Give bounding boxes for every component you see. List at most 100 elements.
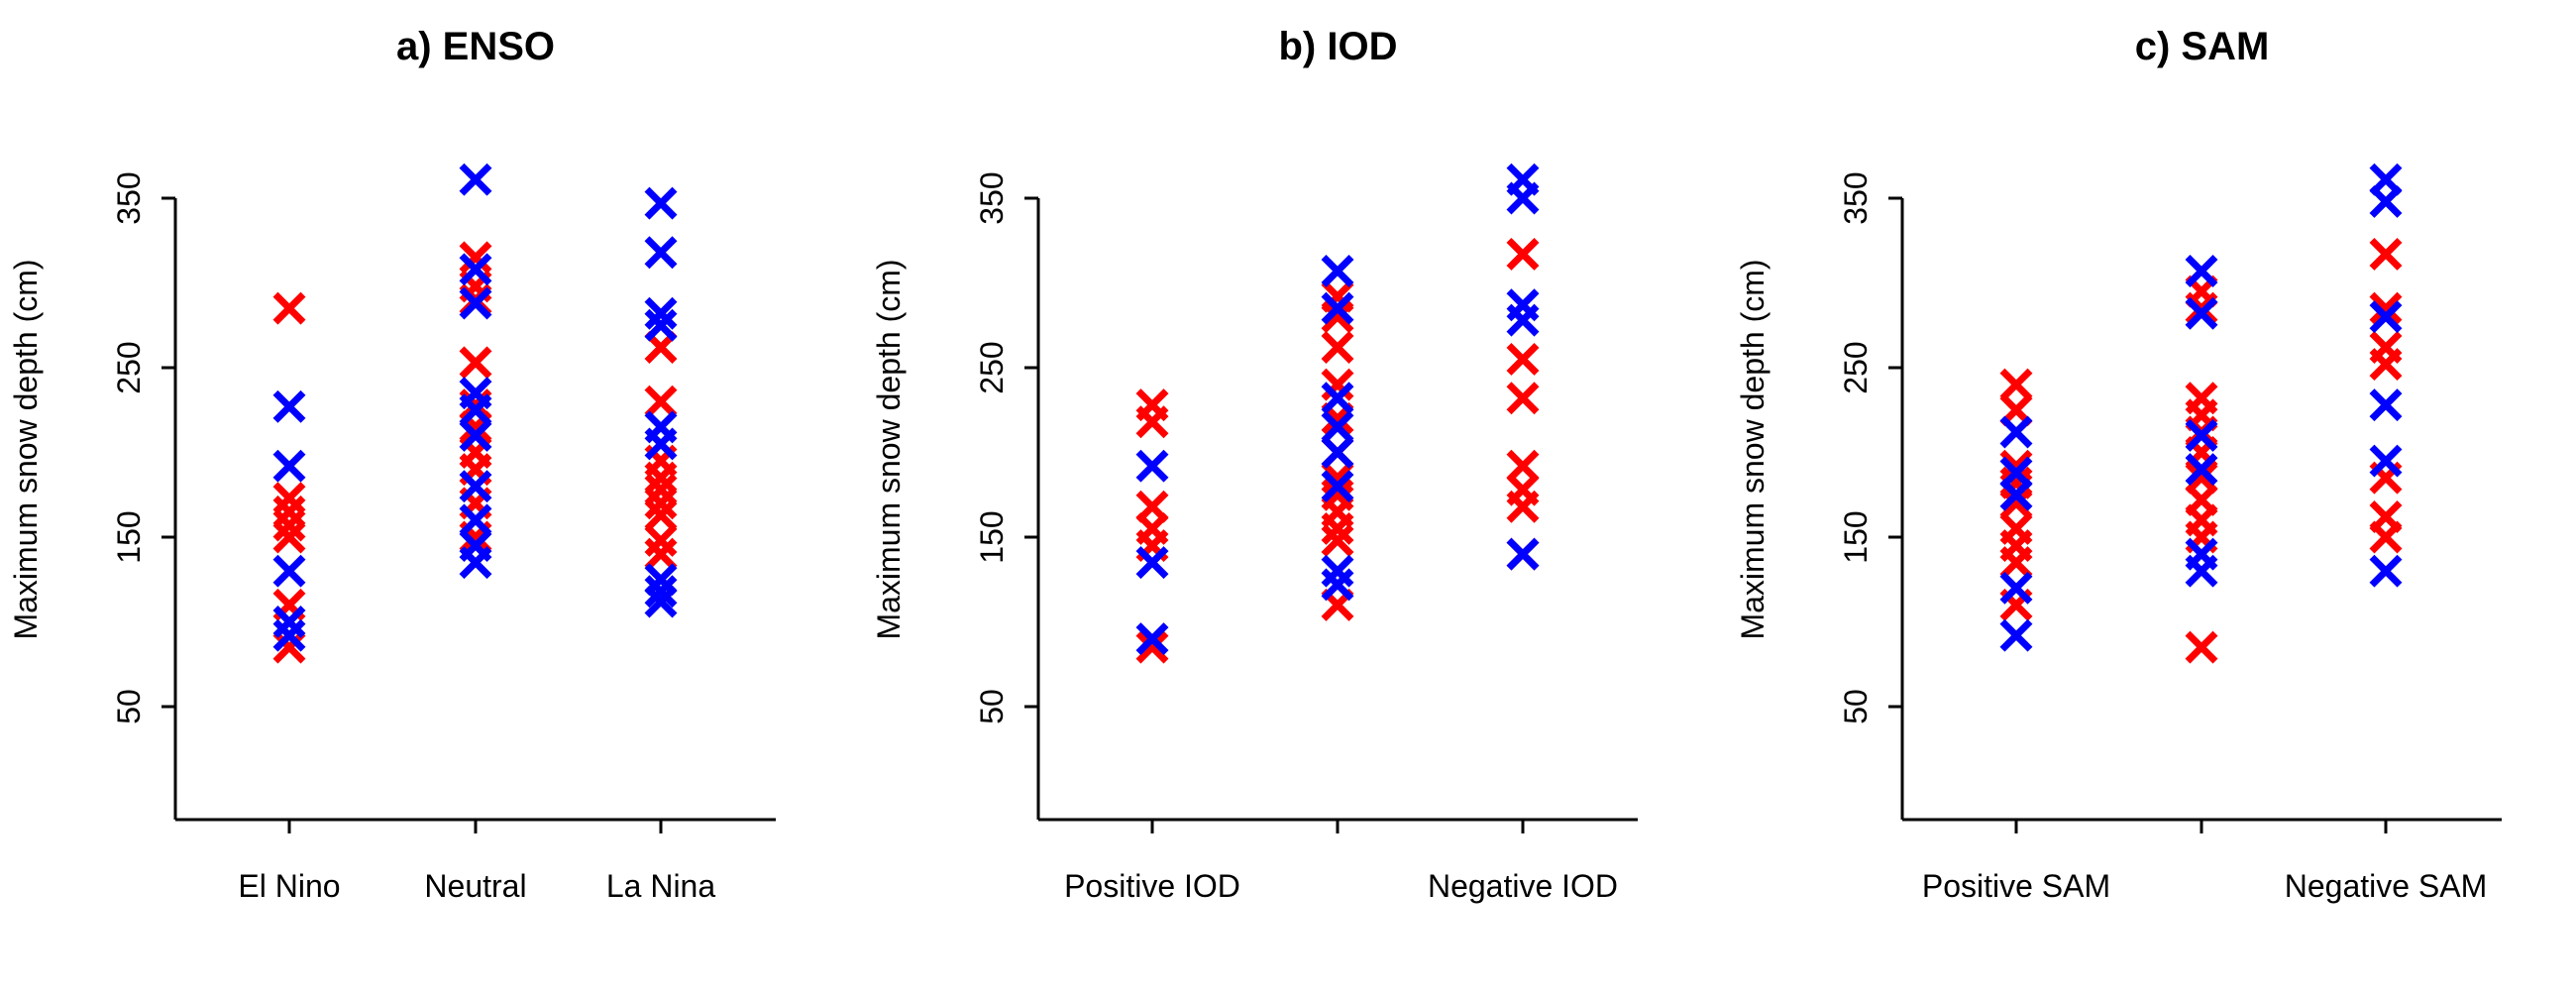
data-point-blue xyxy=(272,389,306,423)
chart-panel-2: b) IOD Maximum snow depth (cm) 50 150 250 350… xyxy=(871,25,1638,904)
data-point-blue xyxy=(459,163,492,196)
x-tick-label: La Nina xyxy=(606,868,716,904)
data-point-red xyxy=(1999,487,2033,520)
data-point-blue xyxy=(2369,388,2403,422)
data-point-blue xyxy=(2369,184,2403,218)
data-point-blue xyxy=(459,470,492,503)
data-point-red xyxy=(1321,523,1354,557)
y-tick-label: 350 xyxy=(1838,171,1874,224)
y-axis-label: Maximum snow depth (cm) xyxy=(871,259,907,639)
data-point-blue xyxy=(1321,554,1354,588)
data-point-blue xyxy=(1999,478,2033,511)
data-point-red xyxy=(1321,511,1354,545)
data-point-blue xyxy=(644,585,678,618)
data-point-red xyxy=(2369,520,2403,554)
data-point-red xyxy=(1321,300,1354,334)
data-point-blue xyxy=(1321,436,1354,469)
data-point-blue xyxy=(272,618,306,652)
panel-title: c) SAM xyxy=(2135,25,2270,68)
data-point-blue xyxy=(1506,537,1540,571)
data-point-blue xyxy=(1506,303,1540,337)
data-point-red xyxy=(1321,368,1354,401)
data-point-blue xyxy=(1321,382,1354,415)
data-point-red xyxy=(1506,237,1540,271)
y-tick-label: 50 xyxy=(111,689,147,724)
data-point-red xyxy=(1135,630,1169,664)
data-point-blue xyxy=(459,503,492,537)
y-tick-label: 250 xyxy=(974,341,1010,393)
y-tick-label: 250 xyxy=(111,341,147,393)
y-tick-label: 50 xyxy=(974,689,1010,724)
data-point-blue xyxy=(2369,554,2403,588)
data-point-blue xyxy=(644,186,678,220)
data-point-red xyxy=(272,630,306,664)
y-tick-label: 350 xyxy=(111,171,147,224)
data-point-red xyxy=(1506,342,1540,376)
data-point-red xyxy=(459,346,492,380)
data-point-blue xyxy=(1321,410,1354,444)
data-point-red xyxy=(272,291,306,325)
data-point-red xyxy=(1321,331,1354,364)
x-tick-label: Positive SAM xyxy=(1922,868,2110,904)
y-tick-label: 150 xyxy=(974,510,1010,563)
data-point-blue xyxy=(1999,618,2033,652)
data-point-blue xyxy=(459,418,492,452)
data-point-red xyxy=(1506,449,1540,483)
x-tick-label: El Nino xyxy=(238,868,340,904)
data-point-blue xyxy=(644,308,678,342)
data-point-blue xyxy=(2185,453,2218,487)
data-point-blue xyxy=(459,286,492,320)
data-point-blue xyxy=(644,575,678,609)
data-point-blue xyxy=(2185,418,2218,452)
data-point-red xyxy=(459,241,492,275)
data-point-red xyxy=(644,498,678,532)
data-point-red xyxy=(644,473,678,506)
data-point-blue xyxy=(459,253,492,286)
y-tick-label: 150 xyxy=(111,510,147,563)
data-point-blue xyxy=(1321,291,1354,325)
panel-title: a) ENSO xyxy=(396,25,555,68)
data-point-blue xyxy=(2369,300,2403,334)
y-axis-label: Maximum snow depth (cm) xyxy=(8,259,44,639)
data-point-blue xyxy=(1321,568,1354,602)
data-point-red xyxy=(2369,291,2403,325)
data-point-red xyxy=(272,508,306,542)
data-point-blue xyxy=(272,606,306,638)
data-point-red xyxy=(1135,405,1169,439)
data-point-red xyxy=(272,520,306,554)
data-point-red xyxy=(644,523,678,557)
data-point-blue xyxy=(1506,181,1540,215)
data-point-red xyxy=(1999,546,2033,580)
data-point-blue xyxy=(1999,415,2033,449)
data-point-red xyxy=(644,487,678,520)
data-point-blue xyxy=(1999,571,2033,605)
x-tick-label: Neutral xyxy=(424,868,526,904)
x-tick-label: Negative IOD xyxy=(1428,868,1618,904)
data-point-red xyxy=(644,537,678,571)
data-point-red xyxy=(644,461,678,495)
data-point-red xyxy=(2369,237,2403,271)
data-point-blue xyxy=(2369,444,2403,478)
data-point-blue xyxy=(644,427,678,461)
data-point-blue xyxy=(1135,449,1169,483)
data-point-red xyxy=(1999,368,2033,401)
data-point-blue xyxy=(2185,554,2218,588)
data-point-blue xyxy=(2185,296,2218,330)
panel-title: b) IOD xyxy=(1279,25,1398,68)
data-point-blue xyxy=(459,393,492,427)
y-tick-label: 150 xyxy=(1838,510,1874,563)
data-point-red xyxy=(1506,490,1540,523)
data-point-red xyxy=(272,482,306,515)
x-tick-label: Negative SAM xyxy=(2285,868,2488,904)
data-point-red xyxy=(2185,291,2218,325)
data-point-blue xyxy=(1321,470,1354,503)
data-point-blue xyxy=(644,236,678,270)
data-point-blue xyxy=(2185,255,2218,288)
data-point-blue xyxy=(1321,255,1354,288)
data-point-red xyxy=(2369,348,2403,382)
data-point-red xyxy=(644,385,678,418)
y-tick-label: 350 xyxy=(974,171,1010,224)
data-point-blue xyxy=(459,546,492,580)
